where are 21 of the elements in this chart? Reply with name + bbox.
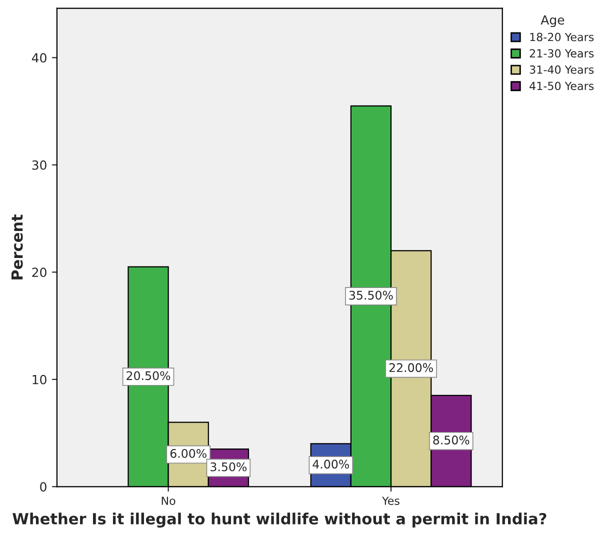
y-tick-label: 0 <box>40 482 46 492</box>
data-label: 3.50% <box>210 462 247 472</box>
y-tick-label: 20 <box>32 268 46 278</box>
legend-label: 41-50 Years <box>530 82 594 90</box>
legend-title: Age <box>540 15 564 28</box>
x-axis-title: Whether Is it illegal to hunt wildlife without a permit in India? <box>12 512 546 528</box>
legend-label: 31-40 Years <box>530 65 594 74</box>
data-label: 20.50% <box>126 371 170 380</box>
y-axis-title: Percent <box>11 214 23 280</box>
y-tick-label: 10 <box>32 374 46 384</box>
data-label: 4.00% <box>312 460 349 469</box>
data-label: 6.00% <box>170 448 206 458</box>
y-tick-label: 40 <box>32 53 46 63</box>
data-label: 35.50% <box>349 290 393 300</box>
legend-label: 21-30 Years <box>530 49 594 58</box>
data-label: 8.50% <box>433 436 470 444</box>
legend-label: 18-20 Years <box>530 32 594 42</box>
x-tick-label: No <box>162 496 176 505</box>
data-label: 22.00% <box>389 363 433 372</box>
x-tick-label: Yes <box>382 496 400 505</box>
y-tick-label: 30 <box>32 160 46 170</box>
